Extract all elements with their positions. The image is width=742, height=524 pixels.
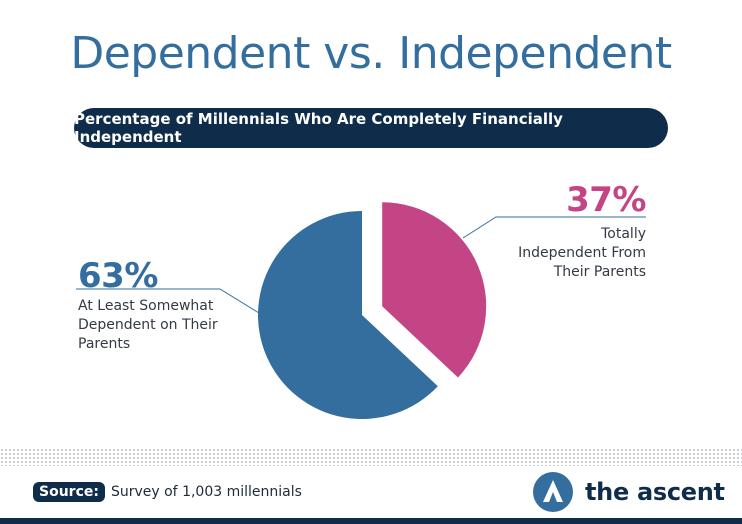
leader-line-dependent [76,288,260,314]
subtitle-banner: Percentage of Millennials Who Are Comple… [74,108,668,148]
independent-description-line: Their Parents [553,264,646,280]
dependent-description: At Least Somewhat Dependent on Their Par… [78,297,218,354]
pie-slice-dependent [258,211,438,420]
source-row: Source: Survey of 1,003 millennials [33,482,302,502]
pie-chart [76,202,646,420]
source-tag: Source: [33,482,105,502]
brand-name: the ascent [585,478,725,506]
dependent-description-line: At Least Somewhat [78,298,214,314]
pie-slice-independent [382,202,487,378]
independent-description-line: Totally [601,226,646,242]
independent-percent-label: 37% [566,180,646,220]
dependent-description-line: Dependent on Their [78,317,218,333]
dotted-divider [0,448,742,466]
independent-description-line: Independent From [518,245,646,261]
leader-line-independent [462,216,646,239]
dependent-percent-label: 63% [78,256,158,296]
page-title: Dependent vs. Independent [70,28,672,79]
bottom-bar [0,518,742,524]
subtitle-text: Percentage of Millennials Who Are Comple… [74,110,563,146]
brand-logo: the ascent [533,472,725,512]
source-text: Survey of 1,003 millennials [110,484,302,500]
independent-description: Totally Independent From Their Parents [518,225,646,282]
dependent-description-line: Parents [78,336,131,352]
ascent-logo-icon [533,472,573,512]
